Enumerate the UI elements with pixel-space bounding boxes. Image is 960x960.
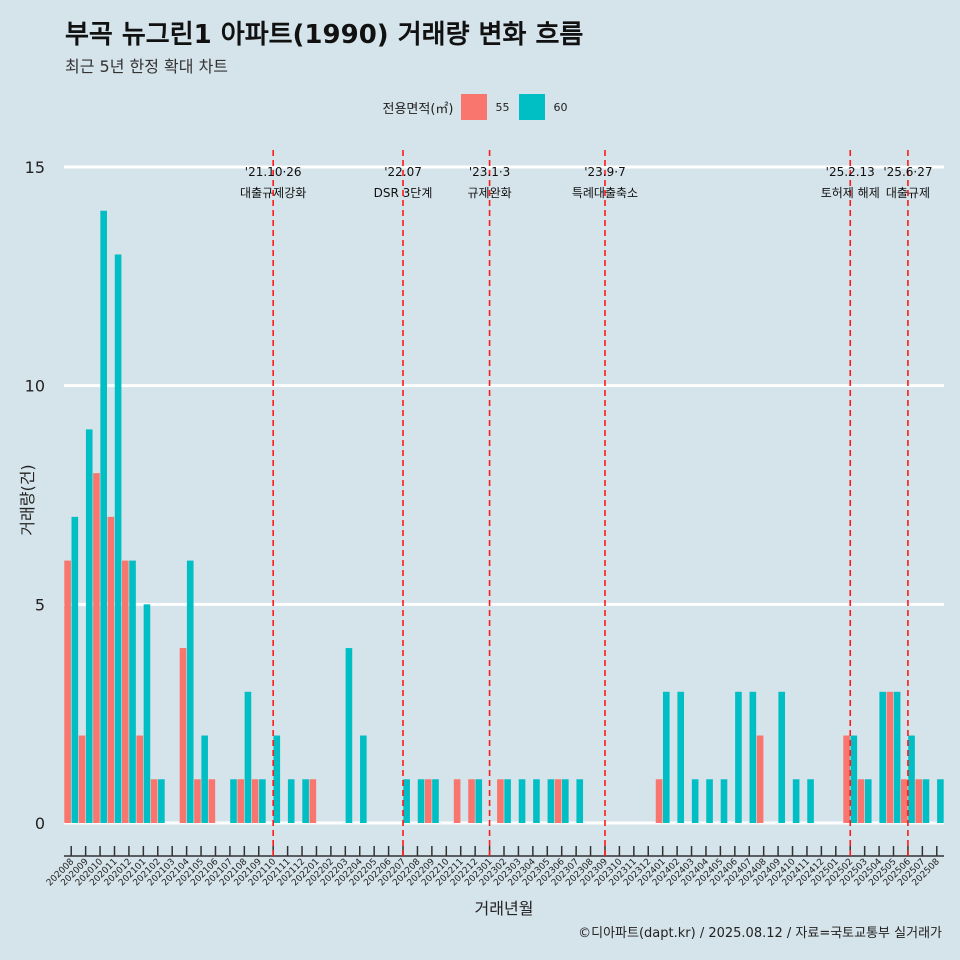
event-name-label: 규제완화 xyxy=(467,186,511,200)
bar-60-202403 xyxy=(691,779,699,823)
bar-55-202502 xyxy=(843,735,850,823)
bar-60-202207 xyxy=(403,779,410,823)
bar-60-202212 xyxy=(475,779,483,823)
caption: ©디아파트(dapt.kr) / 2025.08.12 / 자료=국토교통부 실… xyxy=(578,926,942,941)
bar-55-202211 xyxy=(453,779,461,823)
bar-55-202109 xyxy=(251,779,259,823)
bar-55-202108 xyxy=(237,779,245,823)
bar-60-202203 xyxy=(345,648,353,823)
chart-title: 부곡 뉴그린1 아파트(1990) 거래량 변화 흐름 xyxy=(65,20,584,50)
legend: 전용면적(㎡) 55 60 xyxy=(0,92,960,122)
y-tick-label: 5 xyxy=(35,595,45,614)
bar-60-202306 xyxy=(562,779,569,823)
bar-60-202108 xyxy=(244,691,252,823)
y-axis-title: 거래량(건) xyxy=(18,464,37,535)
bar-60-202302 xyxy=(504,779,511,823)
bar-60-202304 xyxy=(533,779,540,823)
bar-60-202407 xyxy=(749,691,757,823)
bar-60-202010 xyxy=(100,210,107,823)
event-name-label: 특례대출축소 xyxy=(572,186,638,200)
bar-55-202104 xyxy=(179,648,187,823)
bar-60-202105 xyxy=(201,735,208,823)
bar-60-202401 xyxy=(662,691,670,823)
bar-55-202105 xyxy=(194,779,201,823)
event-date-label: '23.1·3 xyxy=(469,165,510,179)
bar-60-202307 xyxy=(576,779,584,823)
bar-55-202505 xyxy=(886,691,894,823)
y-tick-label: 0 xyxy=(35,814,45,833)
y-tick-label: 15 xyxy=(25,158,45,177)
bar-60-202009 xyxy=(85,429,93,823)
legend-label-60: 60 xyxy=(553,100,568,114)
event-date-label: '23.9·7 xyxy=(584,165,625,179)
legend-label-55: 55 xyxy=(495,100,510,114)
bar-55-202201 xyxy=(309,779,317,823)
bar-60-202011 xyxy=(114,254,122,823)
bar-60-202505 xyxy=(893,691,901,823)
bar-60-202502 xyxy=(850,735,858,823)
bar-55-202503 xyxy=(857,779,865,823)
legend-swatch-55 xyxy=(461,94,488,120)
bar-60-202409 xyxy=(778,691,786,823)
event-date-label: '21.10·26 xyxy=(245,165,302,179)
bar-60-202506 xyxy=(908,735,915,823)
bar-55-202008 xyxy=(64,560,71,823)
event-date-label: '25.2.13 xyxy=(826,165,875,179)
y-tick-label: 10 xyxy=(25,377,45,396)
bar-60-202209 xyxy=(432,779,439,823)
bar-55-202012 xyxy=(122,560,129,823)
bar-60-202303 xyxy=(518,779,526,823)
event-name-label: 토허제 해제 xyxy=(821,186,880,200)
bar-60-202411 xyxy=(807,779,814,823)
bar-60-202109 xyxy=(259,779,266,823)
bar-60-202508 xyxy=(937,779,944,823)
bar-60-202404 xyxy=(706,779,713,823)
bar-55-202102 xyxy=(150,779,158,823)
bar-55-202010 xyxy=(93,473,100,823)
bar-60-202204 xyxy=(360,735,367,823)
legend-swatch-60 xyxy=(519,94,546,120)
event-date-label: '22.07 xyxy=(384,165,422,179)
bar-60-202507 xyxy=(922,779,930,823)
event-date-label: '25.6·27 xyxy=(883,165,932,179)
bar-60-202112 xyxy=(302,779,309,823)
bar-60-202503 xyxy=(864,779,872,823)
bar-60-202107 xyxy=(230,779,237,823)
bar-55-202302 xyxy=(497,779,504,823)
bar-60-202406 xyxy=(735,691,742,823)
chart-subtitle: 최근 5년 한정 확대 차트 xyxy=(65,57,229,76)
bar-55-202106 xyxy=(208,779,216,823)
bar-55-202009 xyxy=(78,735,86,823)
bar-55-202401 xyxy=(655,779,663,823)
bar-55-202209 xyxy=(424,779,432,823)
bar-60-202208 xyxy=(417,779,425,823)
bar-55-202306 xyxy=(554,779,562,823)
bar-55-202506 xyxy=(901,779,908,823)
bar-55-202408 xyxy=(756,735,764,823)
bar-55-202212 xyxy=(468,779,475,823)
bar-60-202402 xyxy=(677,691,685,823)
bar-60-202008 xyxy=(71,516,79,823)
bar-60-202012 xyxy=(129,560,136,823)
bar-55-202507 xyxy=(915,779,923,823)
event-name-label: 대출규제강화 xyxy=(240,186,306,200)
bar-60-202305 xyxy=(547,779,555,823)
event-name-label: DSR 3단계 xyxy=(374,186,433,200)
bar-60-202110 xyxy=(273,735,281,823)
bar-60-202111 xyxy=(287,779,295,823)
bar-55-202011 xyxy=(107,516,115,823)
x-axis-title: 거래년월 xyxy=(475,899,534,918)
event-name-label: 대출규제 xyxy=(886,186,930,200)
legend-title: 전용면적(㎡) xyxy=(382,101,454,117)
bar-60-202410 xyxy=(792,779,800,823)
bar-60-202102 xyxy=(158,779,165,823)
bar-55-202101 xyxy=(136,735,144,823)
bar-60-202104 xyxy=(186,560,194,823)
bar-60-202405 xyxy=(720,779,728,823)
bar-60-202504 xyxy=(879,691,886,823)
bar-60-202101 xyxy=(143,604,151,823)
